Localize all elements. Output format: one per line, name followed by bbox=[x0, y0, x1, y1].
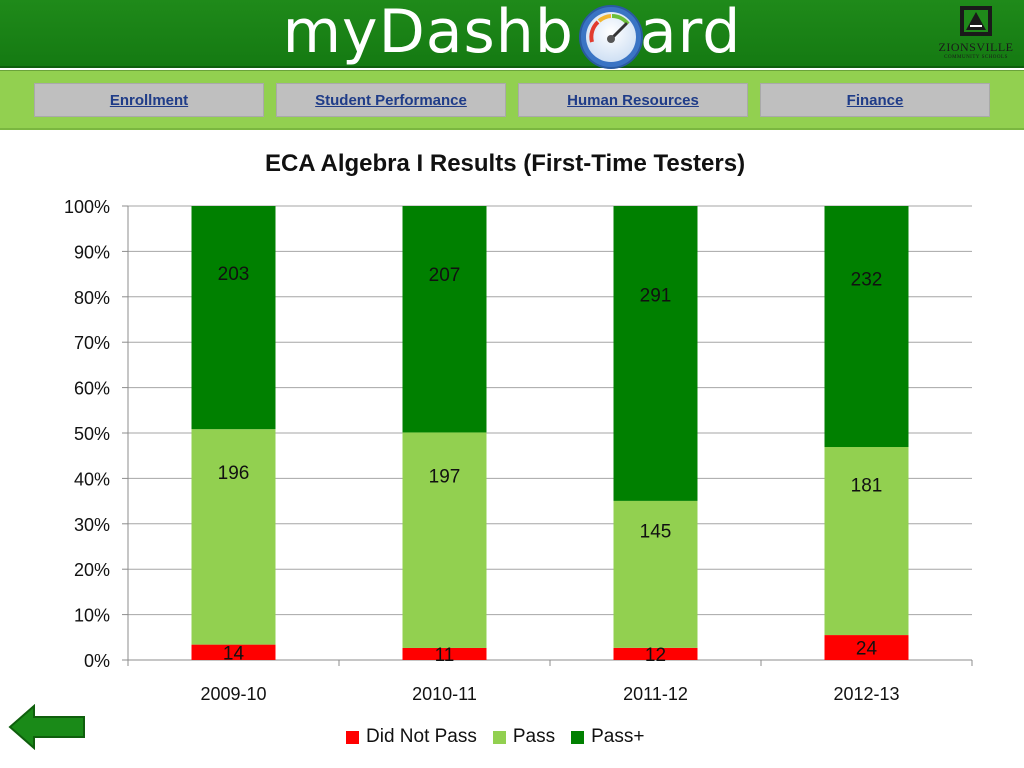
app-header: myDashb ard ZIONSVILLE COMMUNITY SCHOOLS bbox=[0, 0, 1024, 69]
chart-title: ECA Algebra I Results (First-Time Tester… bbox=[264, 150, 746, 177]
bar-segment-did-not-pass bbox=[191, 644, 276, 660]
data-label: 145 bbox=[640, 521, 672, 542]
logo-text-right: ard bbox=[639, 0, 742, 67]
data-label: 203 bbox=[218, 264, 250, 285]
y-tick-label: 0% bbox=[84, 651, 110, 671]
logo-text-left: myDashb bbox=[282, 0, 574, 67]
y-tick-label: 40% bbox=[74, 469, 110, 489]
legend-swatch bbox=[346, 730, 359, 744]
x-tick-label: 2010-11 bbox=[412, 684, 477, 704]
data-label: 11 bbox=[435, 645, 455, 666]
data-label: 197 bbox=[429, 467, 461, 488]
legend-label: Pass bbox=[512, 726, 556, 747]
bar-segment-did-not-pass bbox=[824, 635, 909, 660]
legend-item: Pass bbox=[492, 726, 556, 748]
bar-segment-pass bbox=[613, 500, 698, 648]
bar-segment-pass- bbox=[191, 206, 276, 430]
legend-label: Did Not Pass bbox=[366, 726, 477, 747]
data-label: 291 bbox=[640, 285, 672, 306]
legend-swatch bbox=[492, 730, 506, 744]
legend-label: Pass+ bbox=[591, 726, 645, 747]
y-tick-label: 50% bbox=[74, 424, 110, 444]
data-label: 12 bbox=[645, 645, 666, 666]
bar-segment-did-not-pass bbox=[613, 647, 698, 660]
y-tick-label: 90% bbox=[74, 242, 110, 262]
legend-swatch bbox=[571, 730, 585, 744]
data-label: 232 bbox=[851, 269, 883, 290]
school-logo: ZIONSVILLE COMMUNITY SCHOOLS bbox=[934, 4, 1018, 64]
nav-finance[interactable]: Finance bbox=[760, 83, 990, 117]
school-crest-icon bbox=[960, 6, 992, 36]
bar-segment-pass- bbox=[402, 206, 487, 433]
bar-segment-did-not-pass bbox=[402, 647, 487, 660]
chart-legend: Did Not Pass Pass Pass+ bbox=[346, 724, 644, 750]
nav-human-resources[interactable]: Human Resources bbox=[518, 83, 748, 117]
y-tick-label: 60% bbox=[74, 379, 110, 399]
data-label: 14 bbox=[223, 643, 245, 664]
y-tick-label: 100% bbox=[64, 197, 110, 217]
y-tick-label: 20% bbox=[74, 560, 110, 580]
nav-enrollment[interactable]: Enrollment bbox=[34, 83, 264, 117]
bar-segment-pass- bbox=[824, 206, 909, 448]
x-tick-label: 2012-13 bbox=[833, 684, 899, 704]
data-label: 181 bbox=[851, 476, 883, 497]
y-tick-label: 80% bbox=[74, 288, 110, 308]
app-logo: myDashb ard bbox=[0, 0, 1024, 68]
y-tick-label: 10% bbox=[74, 606, 110, 626]
nav-bar: Enrollment Student Performance Human Res… bbox=[0, 70, 1024, 130]
nav-student-performance[interactable]: Student Performance bbox=[276, 83, 506, 117]
y-tick-label: 70% bbox=[74, 333, 110, 353]
bar-segment-pass- bbox=[613, 206, 698, 501]
school-subtitle: COMMUNITY SCHOOLS bbox=[944, 55, 1008, 60]
gauge-icon bbox=[579, 5, 643, 69]
bar-segment-pass bbox=[824, 447, 909, 636]
y-tick-label: 30% bbox=[74, 515, 110, 535]
data-label: 207 bbox=[429, 265, 461, 286]
legend-item: Did Not Pass bbox=[346, 726, 477, 748]
x-tick-label: 2011-12 bbox=[623, 684, 688, 704]
school-name: ZIONSVILLE bbox=[938, 40, 1014, 54]
data-label: 24 bbox=[856, 639, 878, 660]
bar-segment-pass bbox=[191, 429, 276, 645]
back-arrow-icon[interactable] bbox=[8, 704, 86, 750]
legend-item: Pass+ bbox=[571, 726, 644, 748]
data-label: 196 bbox=[218, 463, 250, 484]
x-tick-label: 2009-10 bbox=[200, 684, 266, 704]
bar-segment-pass bbox=[402, 432, 487, 648]
